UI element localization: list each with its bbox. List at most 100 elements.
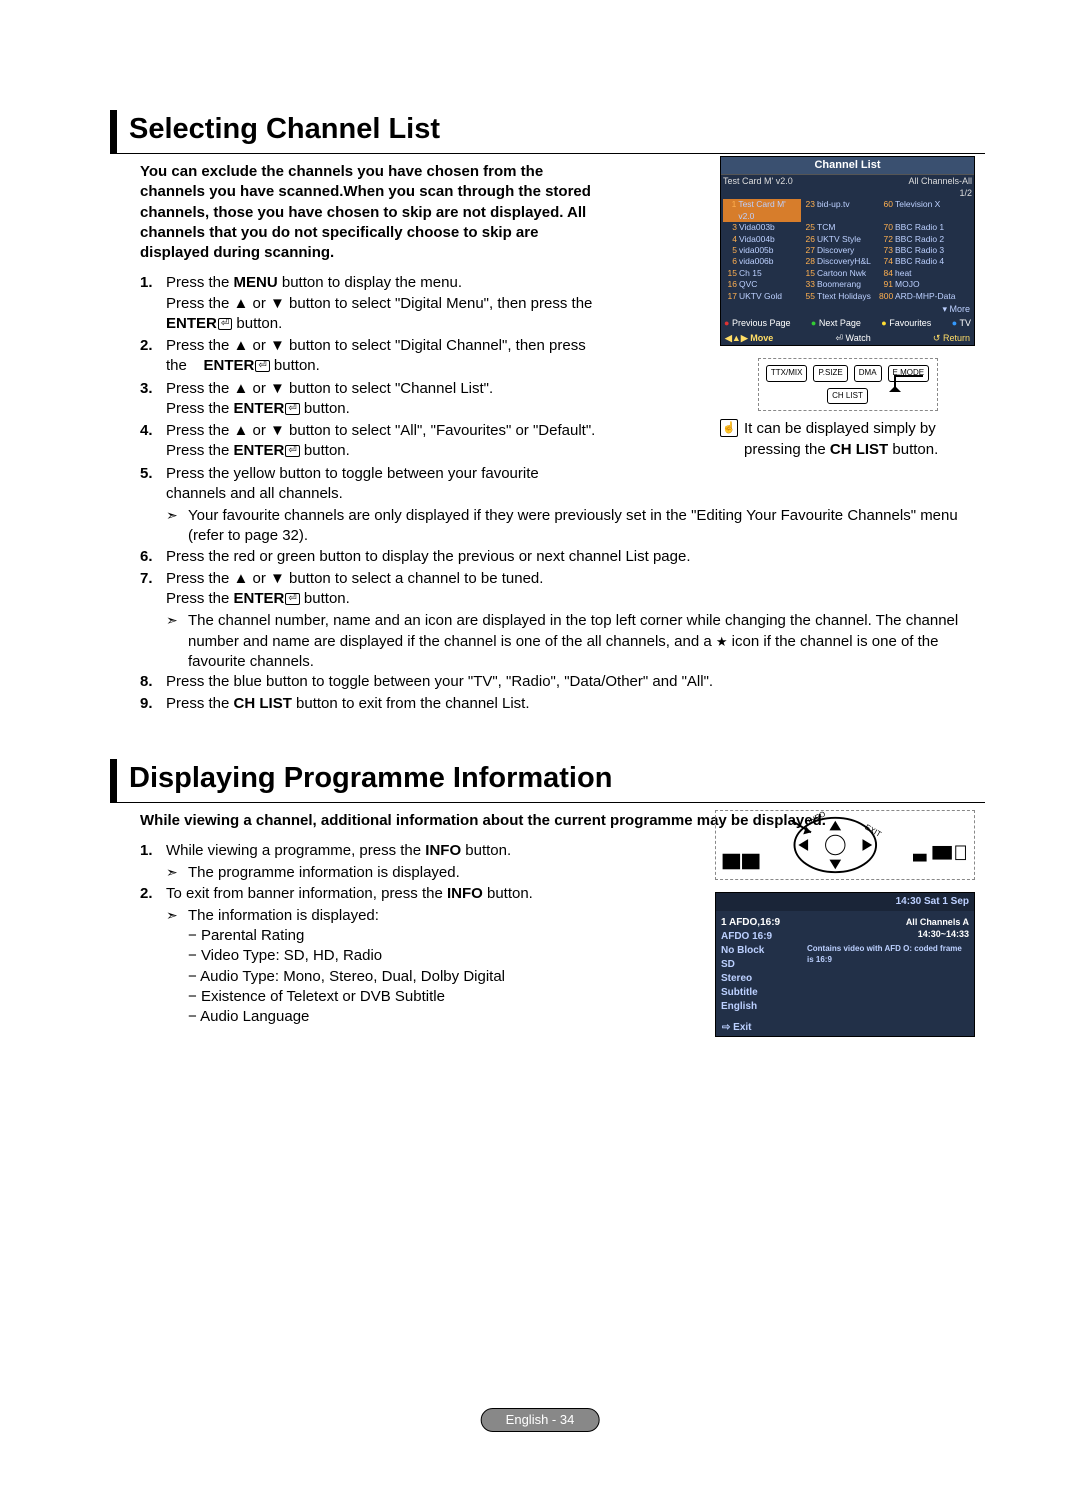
enter-icon: ⏎ <box>218 318 232 330</box>
banner-exit: Exit <box>716 1019 974 1037</box>
dash-item: Parental Rating <box>188 926 570 946</box>
enter-icon: ⏎ <box>255 360 269 372</box>
banner-left-row: English <box>721 1000 799 1014</box>
step-sub: ➣The channel number, name and an icon ar… <box>166 611 985 672</box>
channel-row: 15 Ch 1515 Cartoon Nwk84 heat <box>721 268 974 279</box>
channel-row: 17 UKTV Gold55 Ttext Holidays800 ARD-MHP… <box>721 291 974 302</box>
remote-button: DMA <box>854 365 882 382</box>
dash-item: Existence of Teletext or DVB Subtitle <box>188 987 570 1007</box>
step-number: 4. <box>140 421 166 462</box>
banner-left-row: SD <box>721 958 799 972</box>
remote-button: CH LIST <box>827 388 868 405</box>
legend-tv: TV <box>952 317 971 329</box>
info-banner: 14:30 Sat 1 Sep 1 AFDO,16:9AFDO 16:9No B… <box>715 892 975 1037</box>
step-sub-text: The channel number, name and an icon are… <box>188 611 985 672</box>
channel-list-panel: Channel List Test Card M' v2.0 All Chann… <box>720 156 975 346</box>
steps-list-2: 1.While viewing a programme, press the I… <box>140 841 570 1027</box>
banner-desc: Contains video with AFD O: coded frame i… <box>807 944 969 966</box>
step-text: While viewing a programme, press the INF… <box>166 841 570 861</box>
arrow-icon: ➣ <box>166 611 188 672</box>
remote-diagram: TTX/MIXP.SIZEDMAE.MODECH LIST <box>758 358 938 412</box>
step-item: 7.Press the ▲ or ▼ button to select a ch… <box>140 569 985 610</box>
aside-banner: INFO EXIT 14:30 Sat 1 Sep 1 AFDO,16:9AFD… <box>715 810 975 1037</box>
banner-left-row: Subtitle <box>721 986 799 1000</box>
banner-left-row: AFDO 16:9 <box>721 930 799 944</box>
step-item: 6.Press the red or green button to displ… <box>140 547 985 567</box>
banner-left-row: Stereo <box>721 972 799 986</box>
step-text: Press the ▲ or ▼ button to select a chan… <box>166 569 985 610</box>
remote-arrow-icon <box>885 372 925 402</box>
cl-more: More <box>721 302 974 316</box>
dash-list: Parental RatingVideo Type: SD, HD, Radio… <box>188 926 570 1027</box>
dash-item: Audio Language <box>188 1007 570 1027</box>
arrow-icon: ➣ <box>166 863 188 883</box>
footer-watch: Watch <box>835 332 870 344</box>
step-text: Press the CH LIST button to exit from th… <box>166 694 985 714</box>
step-number: 1. <box>140 273 166 334</box>
channel-row: 6 vida006b28 DiscoveryH&L74 BBC Radio 4 <box>721 256 974 267</box>
enter-icon: ⏎ <box>285 593 299 605</box>
step-number: 3. <box>140 379 166 420</box>
step-item: 1.While viewing a programme, press the I… <box>140 841 570 861</box>
step-number: 9. <box>140 694 166 714</box>
channel-row: 16 QVC33 Boomerang91 MOJO <box>721 279 974 290</box>
section-title-2: Displaying Programme Information <box>110 759 985 803</box>
step-text: Press the ▲ or ▼ button to select "Digit… <box>166 336 596 377</box>
footer-return: Return <box>933 332 970 344</box>
step-number: 8. <box>140 672 166 692</box>
step-sub: ➣The programme information is displayed. <box>166 863 570 883</box>
enter-icon: ⏎ <box>285 403 299 415</box>
section-title: Selecting Channel List <box>110 110 985 154</box>
cl-subtitle-right: All Channels-All <box>908 175 972 187</box>
step-number: 6. <box>140 547 166 567</box>
channel-row: 1 Test Card M' v2.023 bid-up.tv60 Televi… <box>721 199 974 222</box>
legend-prev: Previous Page <box>724 317 790 329</box>
cl-subtitle-left: Test Card M' v2.0 <box>723 175 793 187</box>
remote-dpad-diagram: INFO EXIT <box>715 810 975 880</box>
arrow-icon: ➣ <box>166 906 188 926</box>
hand-icon: ☝ <box>720 419 738 437</box>
step-sub-text: The programme information is displayed. <box>188 863 570 883</box>
step-item: 2.To exit from banner information, press… <box>140 884 570 904</box>
banner-left-row: No Block <box>721 944 799 958</box>
step-text: Press the MENU button to display the men… <box>166 273 596 334</box>
step-text: Press the yellow button to toggle betwee… <box>166 464 596 505</box>
channel-row: 5 vida005b27 Discovery73 BBC Radio 3 <box>721 245 974 256</box>
footer-move: ◀▲▶ Move <box>725 332 773 344</box>
enter-icon: ⏎ <box>285 445 299 457</box>
step-number: 2. <box>140 336 166 377</box>
banner-left-row: 1 AFDO,16:9 <box>721 916 799 930</box>
step-item: 8.Press the blue button to toggle betwee… <box>140 672 985 692</box>
cl-page: 1/2 <box>959 187 972 199</box>
note-text: It can be displayed simply by pressing t… <box>744 419 975 460</box>
step-number: 1. <box>140 841 166 861</box>
step-sub-text: The information is displayed: <box>188 906 570 926</box>
aside-channel-list: Channel List Test Card M' v2.0 All Chann… <box>720 156 975 460</box>
dash-item: Video Type: SD, HD, Radio <box>188 946 570 966</box>
legend-fav: Favourites <box>881 317 931 329</box>
step-item: 9.Press the CH LIST button to exit from … <box>140 694 985 714</box>
banner-channels: All Channels A <box>807 916 969 928</box>
remote-button: P.SIZE <box>813 365 847 382</box>
step-item: 5.Press the yellow button to toggle betw… <box>140 464 985 505</box>
step-number: 7. <box>140 569 166 610</box>
channel-row: 3 Vida003b25 TCM70 BBC Radio 1 <box>721 222 974 233</box>
page-footer: English - 34 <box>481 1408 600 1432</box>
arrow-icon: ➣ <box>166 506 188 547</box>
section-intro: You can exclude the channels you have ch… <box>140 162 600 263</box>
step-text: Press the ▲ or ▼ button to select "Chann… <box>166 379 596 420</box>
step-text: To exit from banner information, press t… <box>166 884 570 904</box>
step-sub-text: Your favourite channels are only display… <box>188 506 985 547</box>
step-text: Press the red or green button to display… <box>166 547 985 567</box>
dash-item: Audio Type: Mono, Stereo, Dual, Dolby Di… <box>188 967 570 987</box>
channel-list-title: Channel List <box>721 157 974 175</box>
svg-text:INFO: INFO <box>807 811 828 826</box>
remote-button: TTX/MIX <box>766 365 808 382</box>
step-number: 2. <box>140 884 166 904</box>
channel-row: 4 Vida004b26 UKTV Style72 BBC Radio 2 <box>721 234 974 245</box>
step-text: Press the blue button to toggle between … <box>166 672 985 692</box>
step-text: Press the ▲ or ▼ button to select "All",… <box>166 421 596 462</box>
legend-next: Next Page <box>811 317 861 329</box>
step-sub: ➣Your favourite channels are only displa… <box>166 506 985 547</box>
step-number: 5. <box>140 464 166 505</box>
